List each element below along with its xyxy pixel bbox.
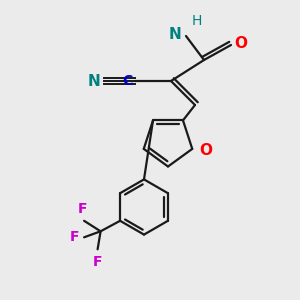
Text: F: F (70, 230, 80, 244)
Text: O: O (199, 143, 212, 158)
Text: O: O (235, 36, 248, 51)
Text: H: H (191, 14, 202, 28)
Text: F: F (93, 255, 102, 269)
Text: F: F (78, 202, 87, 216)
Text: N: N (87, 74, 100, 88)
Text: C: C (122, 74, 133, 88)
Text: N: N (169, 27, 182, 42)
